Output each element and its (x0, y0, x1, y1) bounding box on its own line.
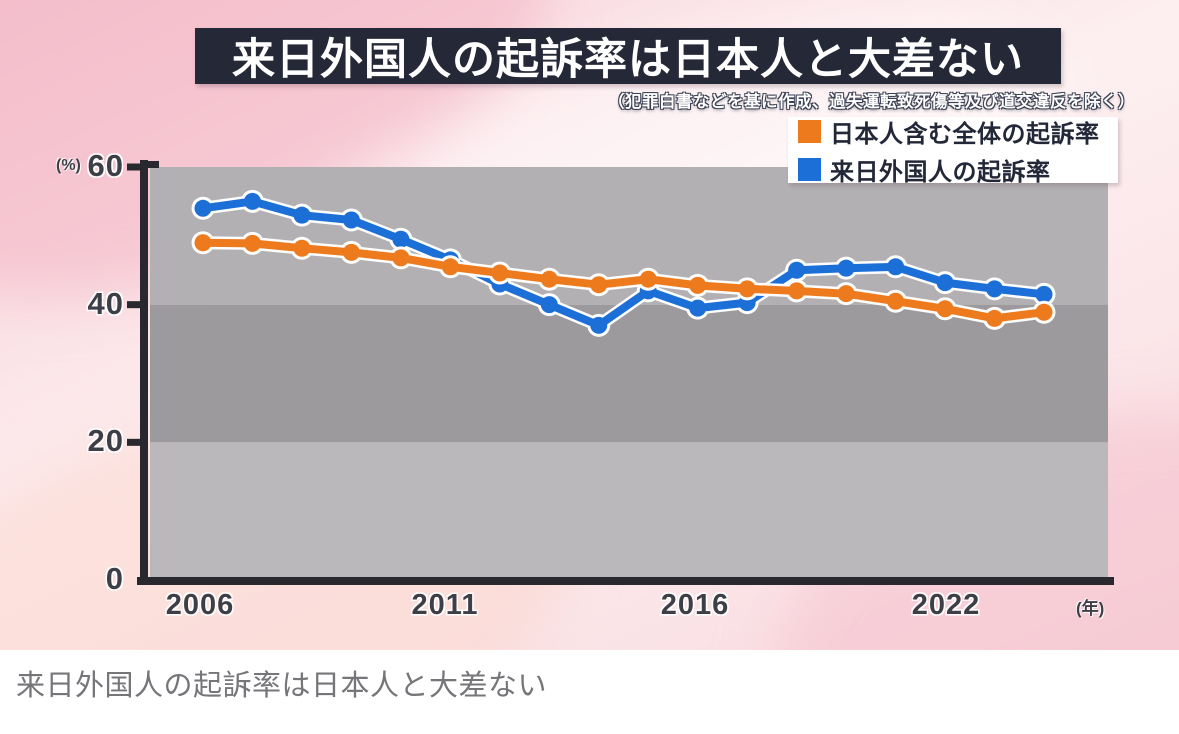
data-point (194, 199, 212, 217)
legend-row-overall: 日本人含む全体の起訴率 (798, 114, 1108, 149)
data-point (936, 300, 954, 318)
data-point (788, 282, 806, 300)
data-point (689, 299, 707, 317)
y-tick-label: 60 (87, 148, 124, 183)
data-point (837, 259, 855, 277)
plot-band (150, 442, 1108, 580)
y-axis-tick (127, 438, 141, 446)
caption-text: 来日外国人の起訴率は日本人と大差ない (16, 670, 548, 702)
x-tick-label: 2011 (411, 589, 479, 621)
plot-band (150, 304, 1108, 443)
data-point (540, 270, 558, 288)
y-tick-label: 40 (87, 285, 124, 321)
data-point (936, 274, 954, 292)
data-point (837, 285, 855, 303)
y-tick-label: 0 (105, 561, 124, 596)
data-point (243, 234, 261, 252)
data-point (1035, 285, 1053, 303)
data-point (788, 261, 806, 279)
data-point (293, 239, 311, 257)
legend: 日本人含む全体の起訴率 来日外国人の起訴率 (788, 114, 1118, 186)
data-point (342, 211, 360, 229)
data-point (738, 280, 756, 298)
x-tick-label: 2006 (165, 589, 235, 621)
data-point (1035, 303, 1053, 321)
data-point (986, 309, 1004, 327)
y-axis-unit: (%) (56, 157, 81, 174)
x-tick-label: 2022 (911, 589, 981, 621)
y-axis-tick (127, 301, 141, 309)
caption-bar: 来日外国人の起訴率は日本人と大差ない (0, 650, 1179, 734)
legend-swatch-overall (798, 119, 821, 143)
data-point (293, 206, 311, 224)
data-point (392, 249, 410, 267)
data-point (887, 292, 905, 310)
data-point (392, 230, 410, 248)
x-axis-unit: (年) (1076, 599, 1105, 618)
legend-swatch-foreign (798, 157, 821, 181)
prosecution-rate-line-chart (127, 160, 1114, 585)
legend-label-overall: 日本人含む全体の起訴率 (830, 120, 1100, 148)
legend-label-foreign: 来日外国人の起訴率 (830, 158, 1051, 186)
data-point (441, 258, 459, 276)
data-point (590, 276, 608, 294)
y-tick-label: 20 (87, 423, 124, 459)
data-point (540, 296, 558, 314)
data-point (639, 270, 657, 288)
data-point (986, 280, 1004, 298)
data-point (194, 234, 212, 252)
axis-top-tick (148, 161, 159, 168)
source-note: （犯罪白書などを基に作成、過失運転致死傷等及び道交違反を除く） (608, 93, 1135, 111)
data-point (887, 258, 905, 276)
y-axis-line (140, 160, 148, 584)
legend-row-foreign: 来日外国人の起訴率 (798, 152, 1108, 187)
data-point (689, 276, 707, 294)
data-point (342, 243, 360, 261)
headline-text: 来日外国人の起訴率は日本人と大差ない (232, 36, 1024, 84)
x-tick-label: 2016 (660, 589, 730, 621)
headline-banner: 来日外国人の起訴率は日本人と大差ない (195, 28, 1061, 84)
data-point (590, 316, 608, 334)
data-point (243, 192, 261, 210)
data-point (491, 264, 509, 282)
x-axis-line (137, 577, 1114, 585)
y-axis-tick (127, 163, 141, 171)
